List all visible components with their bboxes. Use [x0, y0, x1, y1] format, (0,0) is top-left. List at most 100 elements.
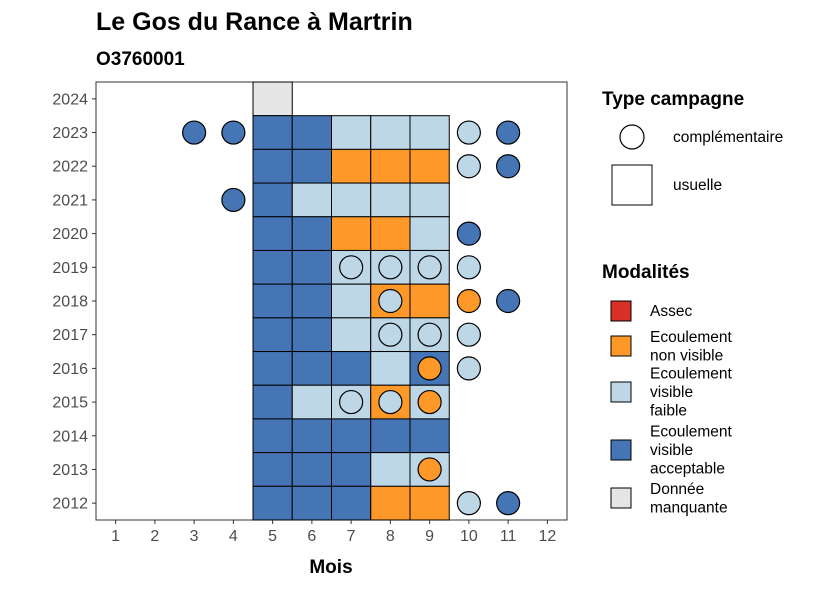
- x-tick-label: 8: [386, 528, 395, 545]
- usuelle-tile: [331, 216, 372, 251]
- usuelle-tile: [370, 115, 411, 150]
- y-axis: 2012 2013 2014 2015 2016 2017 2018 2019 2020 2021…: [52, 91, 96, 513]
- usuelle-tile: [370, 216, 411, 251]
- usuelle-tile: [331, 182, 372, 218]
- legend-type-label: complémentaire: [673, 129, 783, 146]
- x-tick-label: 5: [268, 528, 277, 545]
- legend-modalite-label: manquante: [650, 499, 728, 516]
- complementaire-point: [417, 255, 442, 280]
- complementaire-points: [182, 120, 521, 516]
- complementaire-point: [378, 322, 403, 347]
- complementaire-point: [456, 491, 481, 516]
- usuelle-tile: [252, 148, 293, 184]
- y-tick-label: 2023: [52, 125, 88, 142]
- x-tick-label: 7: [347, 528, 356, 545]
- x-tick-label: 1: [111, 528, 120, 545]
- legend-modalite-key: [610, 300, 632, 322]
- usuelle-tile: [291, 351, 332, 386]
- complementaire-point: [378, 255, 403, 280]
- complementaire-point: [182, 120, 207, 145]
- x-tick-label: 3: [190, 528, 199, 545]
- complementaire-point: [378, 288, 403, 314]
- usuelle-tile: [252, 216, 293, 251]
- complementaire-point: [456, 154, 481, 179]
- usuelle-tile: [291, 418, 332, 454]
- y-tick-label: 2016: [52, 361, 88, 378]
- y-tick-label: 2012: [52, 496, 88, 513]
- usuelle-tile: [331, 418, 372, 454]
- y-tick-label: 2022: [52, 159, 88, 176]
- usuelle-tile: [252, 485, 293, 521]
- complementaire-point: [378, 389, 403, 415]
- usuelle-tile: [252, 283, 293, 319]
- complementaire-point: [221, 187, 246, 213]
- usuelle-tile: [252, 249, 293, 285]
- usuelle-tile: [291, 249, 332, 285]
- usuelle-tile: [331, 283, 372, 319]
- legend-modalite-key: [610, 487, 632, 509]
- usuelle-tile: [409, 148, 450, 184]
- usuelle-tile: [409, 115, 450, 150]
- usuelle-tile: [409, 216, 450, 251]
- legend-type-label: usuelle: [673, 177, 722, 194]
- usuelle-tile: [252, 452, 293, 487]
- complementaire-point: [417, 457, 442, 482]
- y-tick-label: 2024: [52, 91, 88, 108]
- usuelle-tile: [252, 317, 293, 353]
- usuelle-tile: [291, 182, 332, 218]
- complementaire-point: [456, 356, 481, 381]
- legend-square-key: [611, 164, 653, 206]
- usuelle-tile: [331, 115, 372, 150]
- legend-modalite-key: [610, 335, 632, 357]
- legend-modalite-label: visible: [650, 384, 693, 401]
- chart-subtitle: O3760001: [96, 49, 185, 70]
- usuelle-tile: [409, 418, 450, 454]
- usuelle-tile: [331, 317, 372, 353]
- usuelle-tile: [252, 81, 293, 117]
- legend-modalite-title: Modalités: [602, 262, 690, 283]
- complementaire-point: [456, 120, 481, 145]
- usuelle-tile: [370, 485, 411, 521]
- usuelle-tile: [252, 182, 293, 218]
- usuelle-tile: [291, 148, 332, 184]
- usuelle-tile: [370, 452, 411, 487]
- y-tick-label: 2021: [52, 192, 88, 209]
- legend-modalite-label: non visible: [650, 347, 723, 364]
- complementaire-point: [456, 322, 481, 347]
- complementaire-point: [221, 120, 246, 145]
- usuelle-tile: [370, 182, 411, 218]
- legend: Type campagne complémentaire usuelle Moda…: [602, 89, 783, 516]
- usuelle-tile: [331, 351, 372, 386]
- usuelle-tiles: [252, 81, 450, 521]
- legend-modalite-label: Ecoulement: [650, 424, 733, 441]
- legend-modalite-label: Ecoulement: [650, 366, 733, 383]
- usuelle-tile: [331, 148, 372, 184]
- complementaire-point: [496, 288, 521, 314]
- y-tick-label: 2018: [52, 294, 88, 311]
- usuelle-tile: [409, 283, 450, 319]
- y-tick-label: 2020: [52, 226, 88, 243]
- legend-modalite-label: acceptable: [650, 461, 725, 478]
- complementaire-point: [456, 255, 481, 280]
- usuelle-tile: [252, 351, 293, 386]
- usuelle-tile: [291, 317, 332, 353]
- legend-modalite-key: [610, 439, 632, 461]
- usuelle-tile: [370, 418, 411, 454]
- legend-modalite-label: visible: [650, 442, 693, 459]
- legend-circle-key: [619, 124, 645, 150]
- usuelle-tile: [370, 351, 411, 386]
- usuelle-tile: [291, 485, 332, 521]
- complementaire-point: [496, 120, 521, 145]
- usuelle-tile: [331, 452, 372, 487]
- complementaire-point: [456, 288, 481, 314]
- y-tick-label: 2014: [52, 428, 88, 445]
- x-axis: 1 2 3 4 5 6 7 8 9 10 11 12: [111, 520, 556, 545]
- chart-title: Le Gos du Rance à Martrin: [96, 8, 413, 36]
- usuelle-tile: [252, 115, 293, 150]
- usuelle-tile: [291, 115, 332, 150]
- complementaire-point: [496, 154, 521, 179]
- usuelle-tile: [409, 485, 450, 521]
- complementaire-point: [339, 389, 364, 415]
- complementaire-point: [339, 255, 364, 280]
- complementaire-point: [417, 322, 442, 347]
